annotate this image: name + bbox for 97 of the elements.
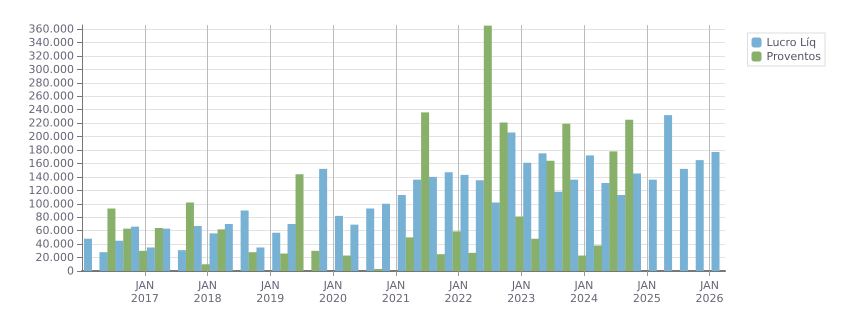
bar	[248, 252, 257, 271]
bar	[194, 226, 202, 271]
bar	[280, 254, 288, 271]
bar	[578, 256, 586, 271]
bar	[538, 153, 547, 271]
bar	[492, 202, 500, 271]
bar	[712, 152, 720, 271]
bar	[288, 224, 296, 271]
bar	[154, 228, 163, 271]
y-tick-label: 320.000	[28, 49, 74, 62]
y-tick-label: 240.000	[28, 103, 74, 116]
bar	[107, 208, 116, 271]
bar	[531, 238, 540, 271]
x-tick-label: JAN 2022	[444, 279, 473, 305]
y-tick-label: 260.000	[28, 90, 74, 103]
bar	[334, 216, 343, 271]
bar	[218, 229, 226, 271]
y-tick-label: 200.000	[28, 130, 74, 144]
y-tick-label: 140.000	[28, 170, 74, 184]
bar	[500, 122, 508, 271]
bar	[342, 256, 351, 271]
bar	[570, 180, 578, 271]
x-tick-label: JAN 2018	[194, 279, 222, 305]
bar	[186, 202, 194, 271]
bar	[421, 112, 430, 271]
bar	[444, 172, 453, 271]
bar	[586, 155, 594, 271]
legend-label: Lucro Líq	[766, 36, 816, 49]
bar	[507, 132, 516, 271]
bar	[398, 195, 406, 271]
bar	[601, 182, 610, 271]
x-tick-label: JAN 2020	[318, 279, 347, 305]
y-tick-label: 100.000	[28, 197, 74, 210]
bar	[178, 250, 186, 271]
bar	[452, 231, 461, 271]
x-tick-label: JAN 2023	[507, 279, 536, 305]
bar	[594, 245, 602, 271]
bar	[546, 160, 555, 271]
bar	[632, 174, 641, 271]
y-tick-label: 300.000	[28, 62, 74, 76]
legend-label: Proventos	[766, 50, 822, 63]
y-tick-label: 220.000	[28, 116, 74, 130]
x-tick-label: JAN 2017	[130, 279, 159, 305]
bar	[609, 151, 618, 271]
bar	[664, 115, 672, 271]
bar	[272, 232, 280, 271]
bar	[202, 264, 210, 271]
bar	[311, 250, 320, 271]
bar	[406, 237, 414, 271]
y-tick-label: 340.000	[28, 36, 74, 49]
y-tick-label: 60.000	[36, 224, 74, 238]
bar	[484, 26, 492, 271]
bar	[428, 176, 437, 271]
bar	[350, 224, 358, 271]
bar	[139, 250, 148, 271]
bar	[224, 224, 233, 271]
bar	[515, 216, 524, 271]
y-tick-label: 120.000	[28, 184, 74, 197]
bar	[696, 160, 704, 271]
bar	[562, 124, 570, 271]
y-tick-label: 160.000	[28, 156, 74, 170]
bar	[131, 226, 140, 271]
bar	[648, 180, 657, 271]
x-tick-label: JAN 2019	[256, 279, 284, 305]
bar	[617, 195, 626, 271]
bar	[523, 162, 532, 271]
x-tick-label: JAN 2024	[570, 279, 598, 305]
bar	[296, 174, 304, 271]
y-tick-label: 20.000	[36, 251, 74, 264]
x-tick-label: JAN 2021	[382, 279, 410, 305]
x-tick-label: JAN 2026	[696, 279, 724, 305]
bar	[460, 174, 469, 271]
y-tick-label: 180.000	[28, 144, 74, 157]
bar	[146, 247, 155, 271]
bar	[476, 180, 484, 271]
bar	[123, 228, 132, 271]
bar	[256, 247, 264, 271]
y-tick-label: 80.000	[36, 210, 74, 224]
bar	[436, 254, 445, 271]
bar	[210, 233, 218, 271]
bar	[240, 210, 249, 271]
y-tick-label: 0	[67, 264, 74, 278]
bar	[413, 180, 422, 271]
bar	[84, 238, 92, 271]
bar	[99, 252, 108, 271]
bar	[680, 168, 688, 271]
bar	[625, 120, 634, 271]
y-tick-label: 360.000	[28, 22, 74, 36]
y-tick-label: 280.000	[28, 76, 74, 90]
bar	[382, 204, 390, 271]
x-tick-label: JAN 2025	[632, 279, 661, 305]
bar	[319, 168, 328, 271]
bar	[366, 208, 374, 271]
bar	[554, 192, 562, 271]
y-tick-label: 40.000	[36, 238, 74, 251]
bar	[468, 252, 477, 271]
bar	[115, 240, 124, 271]
